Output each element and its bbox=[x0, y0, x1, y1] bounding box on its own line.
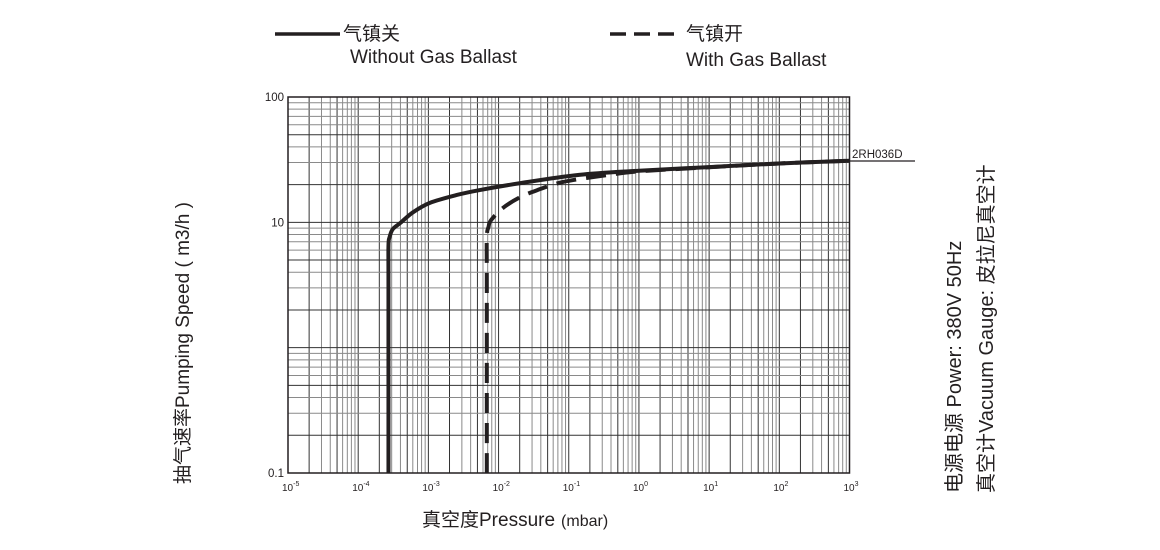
with-gas-ballast-curve bbox=[484, 158, 850, 473]
legend-solid-cn: 气镇关 bbox=[343, 23, 400, 45]
y-axis-label: 抽气速率Pumping Speed ( m3/h ) bbox=[173, 202, 194, 484]
gauge-note: 真空计Vacuum Gauge: 皮拉尼真空计 bbox=[976, 164, 998, 493]
x-tick-label: 10-1 bbox=[563, 481, 580, 494]
y-tick-label: 100 bbox=[265, 92, 284, 104]
curve-label: 2RH036D bbox=[852, 149, 903, 161]
x-tick-label: 10-2 bbox=[493, 481, 510, 494]
plot-frame bbox=[287, 96, 851, 474]
without-gas-ballast-curve bbox=[386, 158, 850, 474]
legend-dashed-en: With Gas Ballast bbox=[686, 50, 827, 71]
x-axis-label-main: 真空度Pressure bbox=[422, 509, 555, 531]
legend-dashed-cn: 气镇开 bbox=[686, 23, 743, 45]
x-tick-label: 103 bbox=[844, 481, 859, 494]
legend-solid-en: Without Gas Ballast bbox=[350, 47, 518, 68]
power-note: 电源电源 Power: 380V 50Hz bbox=[944, 240, 966, 493]
y-tick-label: 10 bbox=[271, 217, 284, 229]
x-tick-label: 10-3 bbox=[422, 481, 439, 494]
x-tick-label: 100 bbox=[633, 481, 648, 494]
y-tick-label: 0.1 bbox=[268, 468, 284, 480]
grid bbox=[288, 97, 850, 473]
x-tick-label: 102 bbox=[773, 481, 788, 494]
curves bbox=[386, 158, 850, 474]
x-tick-label: 10-4 bbox=[352, 481, 369, 494]
x-tick-label: 10-5 bbox=[282, 481, 299, 494]
x-axis-label: 真空度Pressure (mbar) bbox=[422, 509, 608, 531]
x-tick-label: 101 bbox=[703, 481, 718, 494]
y-tick-labels: 100 10 0.1 bbox=[265, 92, 284, 480]
x-tick-labels: 10-5 10-4 10-3 10-2 10-1 100 101 102 103 bbox=[282, 481, 859, 494]
x-axis-label-unit: (mbar) bbox=[561, 513, 608, 530]
